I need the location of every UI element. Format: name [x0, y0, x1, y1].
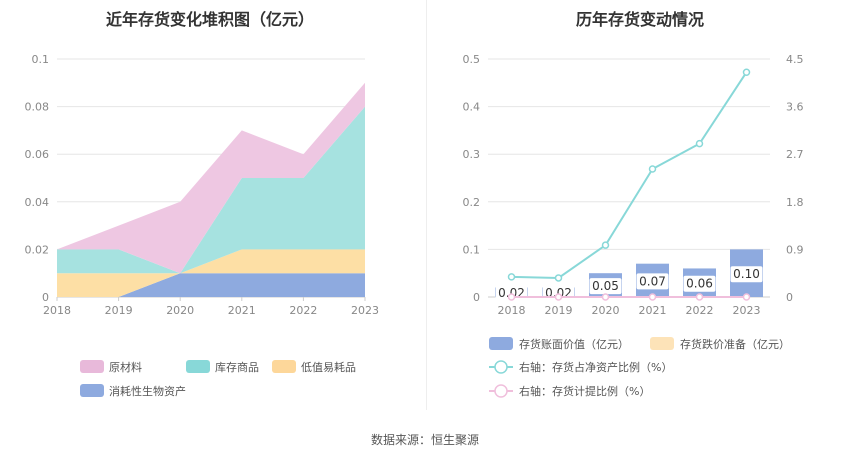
left-legend-swatch [80, 384, 104, 397]
right-legend-label: 存货跌价准备（亿元） [680, 337, 790, 351]
data-source-note: 数据来源：恒生聚源 [370, 433, 479, 447]
right-y-right-tick-label: 2.7 [786, 148, 804, 161]
right-legend-label: 右轴：存货计提比例（%） [519, 384, 650, 398]
right-x-tick-label: 2018 [498, 304, 526, 317]
left-legend-swatch [80, 360, 104, 373]
left-y-tick-label: 0.06 [25, 148, 50, 161]
bar-label-background [730, 266, 763, 283]
line-point-3 [601, 293, 610, 301]
right-legend-marker [494, 384, 508, 398]
left-legend-label: 消耗性生物资产 [109, 384, 186, 398]
bar-label-background [636, 273, 669, 290]
right-x-tick-label: 2022 [686, 304, 714, 317]
panel-divider [426, 0, 427, 410]
line-series-2 [511, 71, 748, 279]
right-y-left-tick-label: 0.2 [463, 196, 481, 209]
area-series-1 [57, 249, 365, 297]
left-x-tick-label: 2020 [166, 304, 194, 317]
right-legend-marker [494, 360, 508, 374]
bar-data-label: 0.07 [639, 274, 666, 288]
right-x-tick-label: 2021 [639, 304, 667, 317]
bar-data-label: 0.06 [686, 277, 713, 291]
right-y-left-tick-label: 0.4 [463, 101, 481, 114]
right-x-tick-label: 2020 [592, 304, 620, 317]
right-legend-label: 存货账面价值（亿元） [519, 337, 629, 351]
left-legend-label: 低值易耗品 [301, 361, 356, 374]
left-x-tick-label: 2022 [289, 304, 317, 317]
line-point-2 [742, 68, 751, 76]
line-point-2 [507, 273, 516, 281]
right-y-right-tick-label: 4.5 [786, 53, 804, 66]
left-legend-swatch [272, 360, 296, 373]
left-x-tick-label: 2023 [351, 304, 379, 317]
left-x-tick-label: 2018 [43, 304, 71, 317]
right-y-left-tick-label: 0 [473, 291, 480, 304]
left-y-tick-label: 0 [42, 291, 49, 304]
line-point-2 [648, 165, 657, 173]
line-point-2 [601, 241, 610, 249]
right-y-right-tick-label: 0.9 [786, 243, 804, 256]
right-chart-title: 历年存货变动情况 [575, 10, 704, 29]
right-legend-swatch [650, 337, 674, 350]
line-point-3 [554, 293, 563, 301]
left-legend-label: 库存商品 [215, 360, 259, 374]
bar-data-label: 0.05 [592, 279, 619, 293]
right-y-right-tick-label: 3.6 [786, 101, 804, 114]
left-legend-label: 原材料 [109, 360, 142, 374]
right-x-tick-label: 2019 [545, 304, 573, 317]
area-series-3 [57, 82, 365, 274]
bar-label-background [683, 275, 716, 292]
line-point-2 [554, 274, 563, 282]
left-y-tick-label: 0.1 [32, 53, 50, 66]
right-y-left-tick-label: 0.5 [463, 53, 481, 66]
right-y-left-tick-label: 0.1 [463, 243, 481, 256]
line-point-2 [695, 139, 704, 148]
left-y-tick-label: 0.02 [25, 243, 50, 256]
left-y-tick-label: 0.08 [25, 101, 50, 114]
right-y-left-tick-label: 0.3 [463, 148, 481, 161]
left-legend-swatch [186, 360, 210, 373]
line-point-3 [742, 293, 751, 301]
bar-label-background [589, 278, 622, 295]
line-point-3 [507, 293, 516, 301]
right-legend-swatch [489, 337, 513, 350]
left-x-tick-label: 2021 [228, 304, 256, 317]
bar-data-label: 0.10 [733, 267, 760, 281]
line-point-3 [648, 293, 657, 301]
left-y-tick-label: 0.04 [25, 196, 50, 209]
line-point-3 [695, 293, 704, 301]
area-series-2 [57, 106, 365, 274]
left-chart-title: 近年存货变化堆积图（亿元） [105, 10, 314, 29]
left-x-tick-label: 2019 [105, 304, 133, 317]
right-x-tick-label: 2023 [733, 304, 761, 317]
right-y-right-tick-label: 1.8 [786, 196, 804, 209]
area-series-0 [57, 273, 365, 297]
right-y-right-tick-label: 0 [786, 291, 793, 304]
right-legend-label: 右轴：存货占净资产比例（%） [519, 360, 672, 374]
